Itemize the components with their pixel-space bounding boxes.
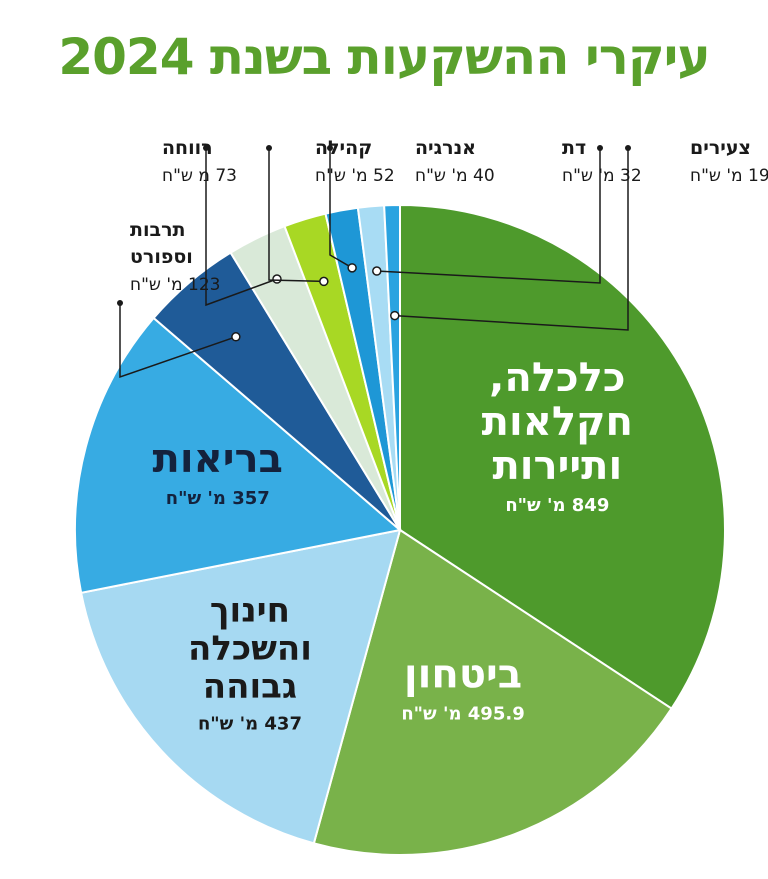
slice-label-line: כלכלה, <box>489 355 625 401</box>
slice-label-9: דת 32 מ' ש"ח <box>372 137 642 284</box>
pie-slice-3 <box>79 528 402 845</box>
leader-line <box>268 148 324 283</box>
leader-start-dot <box>117 300 123 306</box>
chart-title: עיקרי ההשקעות בשנת 2024 <box>58 28 710 86</box>
leader-start-dot <box>266 145 272 151</box>
slice-label-4: בריאות 357 מ' ש"ח <box>153 436 283 509</box>
slice-label-line: ביטחון <box>404 651 522 697</box>
slice-label-line: חקלאות <box>482 399 633 445</box>
leader-end-dot <box>319 276 329 287</box>
leader-line <box>119 303 237 379</box>
slice-label-line: והשכלה <box>188 628 312 668</box>
callout-label-line: קהילה <box>315 137 372 159</box>
leader-end-dot <box>372 266 382 276</box>
callout-value-label: 40 מ' ש"ח <box>415 166 495 186</box>
slice-label-line: גבוהה <box>203 666 297 706</box>
slice-label-5: תרבות וספורט 123 מ' ש"ח <box>117 219 241 379</box>
callout-value-label: 19.25 מ' ש"ח <box>690 166 768 186</box>
callout-label-line: וספורט <box>130 246 193 268</box>
slice-label-line: ותיירות <box>492 443 622 489</box>
leader-end-dot <box>231 332 241 342</box>
slice-label-2: ביטחון 495.9 מ' ש"ח <box>401 651 524 724</box>
callout-value-label: 73 מ ש"ח <box>162 166 237 186</box>
slice-value-label: 849 מ' ש"ח <box>505 495 609 516</box>
slice-value-label: 437 מ' ש"ח <box>198 713 302 734</box>
pie-slice-2 <box>312 528 673 856</box>
callout-label-line: דת <box>562 137 586 159</box>
leader-line <box>205 148 278 307</box>
slice-value-label: 357 מ' ש"ח <box>166 488 270 509</box>
leader-start-dot <box>597 145 603 151</box>
callout-label-line: תרבות <box>130 219 186 241</box>
leader-end-dot <box>390 310 400 321</box>
callout-value-label: 32 מ' ש"ח <box>562 166 642 186</box>
callout-value-label: 52 מ' ש"ח <box>315 166 395 186</box>
leader-start-dot <box>203 145 209 151</box>
callout-label-line: צעירים <box>690 137 751 159</box>
callout-label-line: אנרגיה <box>415 137 476 159</box>
leader-line <box>394 148 629 331</box>
callout-label-line: רווחה <box>162 137 213 159</box>
slice-label-6: רווחה 73 מ ש"ח <box>162 137 282 307</box>
leader-line <box>376 148 601 284</box>
slice-label-line: חינוך <box>210 590 290 630</box>
leader-line <box>329 148 353 269</box>
leader-start-dot <box>625 145 631 151</box>
pie-slice-4 <box>74 316 403 594</box>
leader-end-dot <box>347 263 357 273</box>
callout-value-label: 123 מ' ש"ח <box>130 275 220 295</box>
leader-start-dot <box>327 145 333 151</box>
pie-slice-10 <box>383 203 401 531</box>
leader-end-dot <box>272 274 282 284</box>
slice-value-label: 495.9 מ' ש"ח <box>401 703 524 724</box>
slice-label-line: בריאות <box>153 436 283 482</box>
slice-label-10: צעירים 19.25 מ' ש"ח <box>390 137 768 331</box>
slice-label-8: אנרגיה 40 מ' ש"ח <box>327 137 495 273</box>
